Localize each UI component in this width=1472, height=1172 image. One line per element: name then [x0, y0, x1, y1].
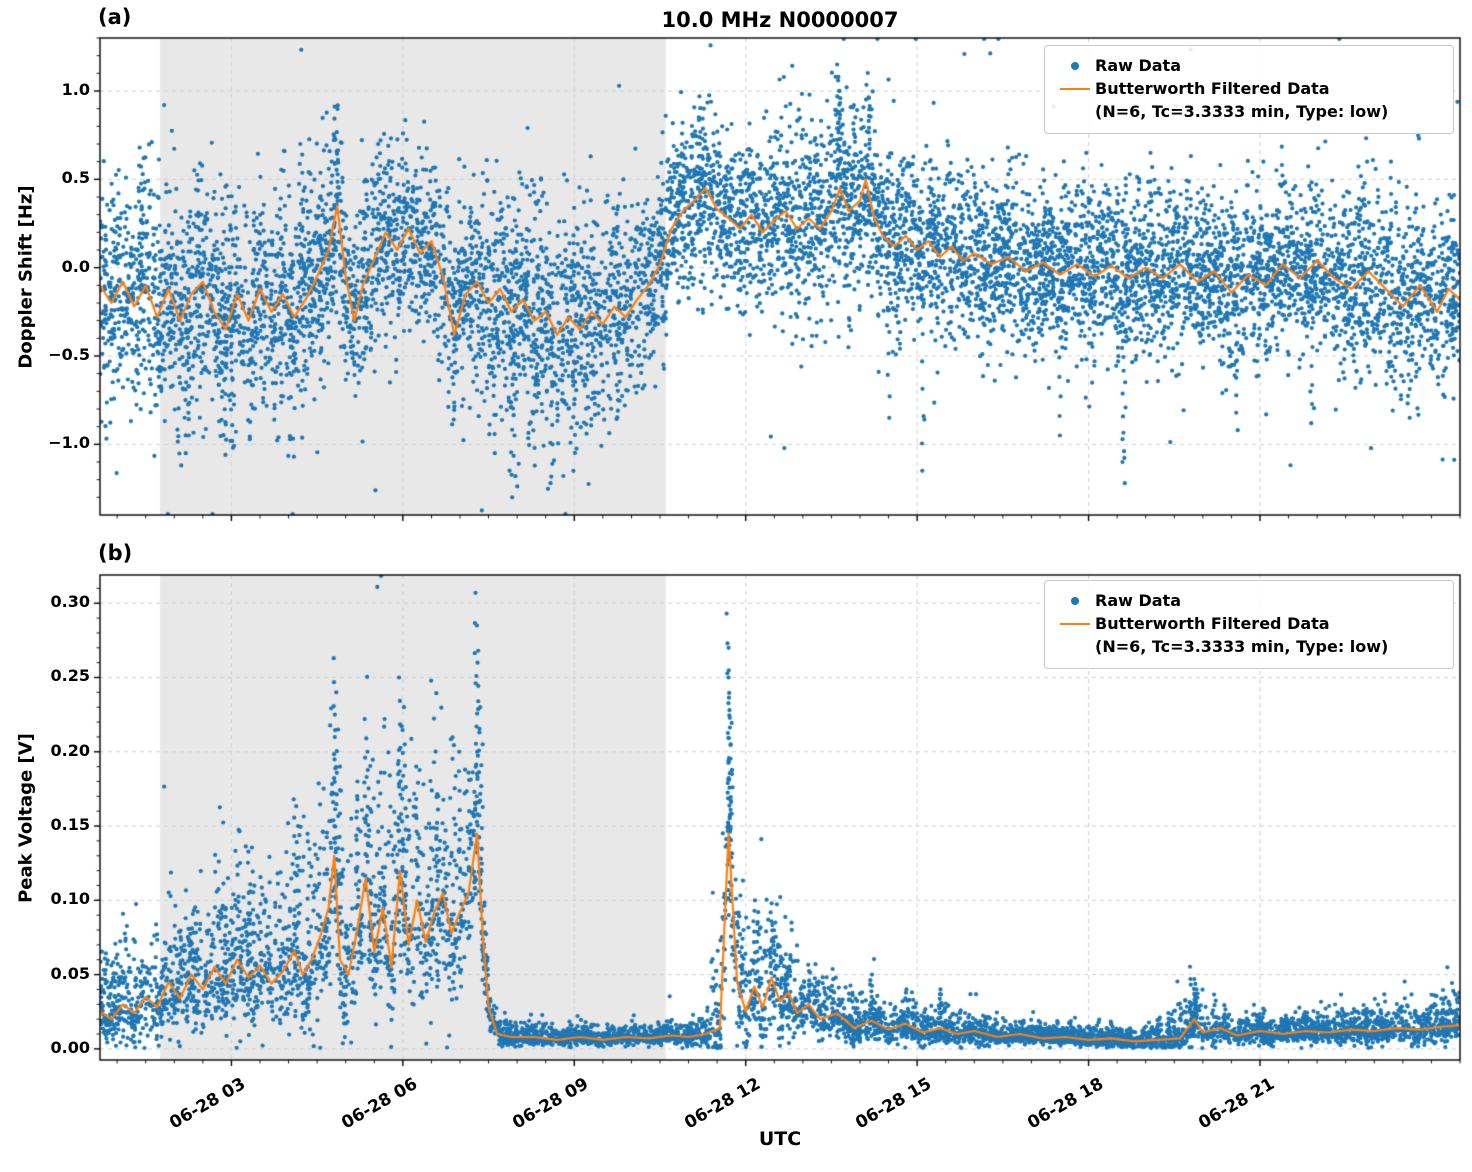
legend-filtered-params: (N=6, Tc=3.3333 min, Type: low) — [1095, 637, 1389, 657]
legend-raw-label: Raw Data — [1095, 591, 1181, 610]
legend-panel-a: Raw Data Butterworth Filtered Data (N=6,… — [1044, 45, 1454, 134]
filtered-line-marker-icon — [1055, 622, 1095, 625]
filtered-line-marker-icon — [1055, 87, 1095, 90]
legend-row-raw: Raw Data — [1055, 589, 1443, 612]
chart-title: 10.0 MHz N0000007 — [661, 8, 899, 32]
legend-filtered-params: (N=6, Tc=3.3333 min, Type: low) — [1095, 102, 1389, 122]
legend-filtered-label: Butterworth Filtered Data — [1095, 79, 1330, 99]
raw-data-marker-icon — [1055, 61, 1095, 70]
legend-row-filtered: Butterworth Filtered Data — [1055, 77, 1443, 100]
legend-raw-label: Raw Data — [1095, 56, 1181, 75]
legend-row-filtered: Butterworth Filtered Data — [1055, 612, 1443, 635]
y-axis-label-doppler: Doppler Shift [Hz] — [15, 185, 37, 369]
raw-data-marker-icon — [1055, 596, 1095, 605]
y-axis-label-voltage: Peak Voltage [V] — [15, 733, 37, 903]
legend-filtered-label: Butterworth Filtered Data — [1095, 614, 1330, 634]
panel-a-label: (a) — [98, 5, 132, 29]
legend-panel-b: Raw Data Butterworth Filtered Data (N=6,… — [1044, 580, 1454, 669]
legend-row-raw: Raw Data — [1055, 54, 1443, 77]
panel-b-label: (b) — [98, 541, 133, 565]
x-axis-label: UTC — [758, 1128, 802, 1150]
